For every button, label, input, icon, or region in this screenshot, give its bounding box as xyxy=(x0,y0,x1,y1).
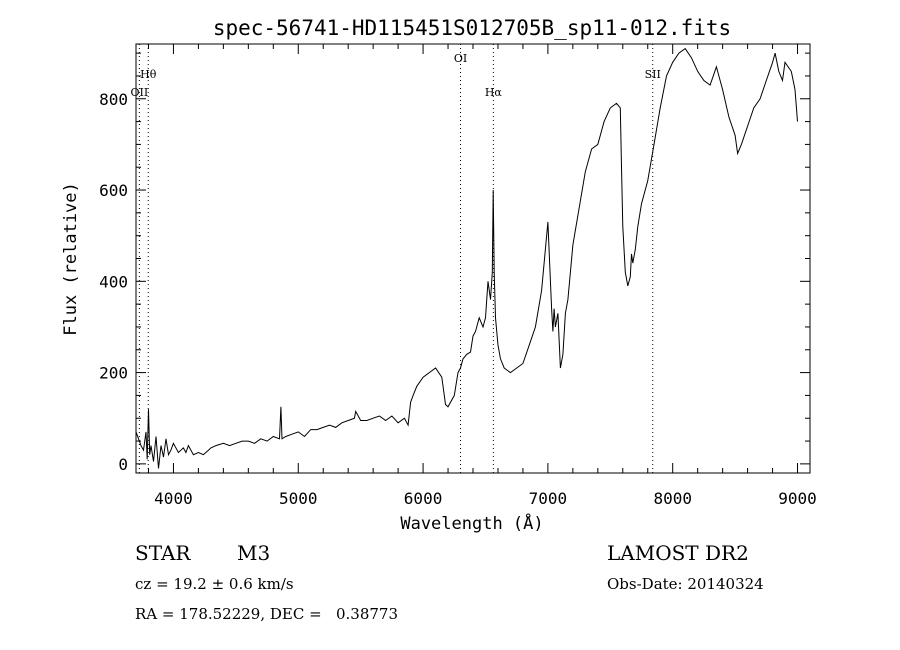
annotation-lines xyxy=(138,44,654,473)
plot-frame xyxy=(135,43,811,474)
y-tick-label: 400 xyxy=(99,272,128,291)
axes: 4000 5000 6000 7000 8000 9000 0 200 400 600 800 xyxy=(99,44,817,508)
y-tick-label: 0 xyxy=(118,455,128,474)
x-tick-label: 4000 xyxy=(154,489,193,508)
x-tick-label: 6000 xyxy=(404,489,443,508)
x-axis-label: Wavelength (Å) xyxy=(400,512,543,534)
ra-dec-coordinates: RA = 178.52229, DEC = 0.38773 xyxy=(135,605,399,623)
annotation-label: Hα xyxy=(485,86,503,99)
object-class: STAR xyxy=(135,541,191,565)
observation-date: Obs-Date: 20140324 xyxy=(607,575,764,593)
annotation-labels: Hθ OII OI Hα SII xyxy=(131,52,661,99)
object-subclass: M3 xyxy=(237,541,271,565)
spectrum-series-line xyxy=(135,47,798,469)
y-tick-label: 800 xyxy=(99,90,128,109)
annotation-label: OI xyxy=(454,52,467,65)
x-tick-label: 8000 xyxy=(653,489,692,508)
annotation-label: SII xyxy=(645,68,661,81)
x-tick-label: 9000 xyxy=(778,489,817,508)
y-axis-label: Flux (relative) xyxy=(61,182,81,336)
survey-name: LAMOST DR2 xyxy=(607,541,749,565)
annotation-label: OII xyxy=(131,86,149,99)
x-tick-label: 5000 xyxy=(279,489,318,508)
redshift-cz: cz = 19.2 ± 0.6 km/s xyxy=(135,575,294,593)
chart-title: spec-56741-HD115451S012705B_sp11-012.fit… xyxy=(213,16,731,40)
annotation-label: Hθ xyxy=(140,68,157,81)
y-tick-label: 600 xyxy=(99,181,128,200)
y-tick-label: 200 xyxy=(99,364,128,383)
x-tick-label: 7000 xyxy=(529,489,568,508)
